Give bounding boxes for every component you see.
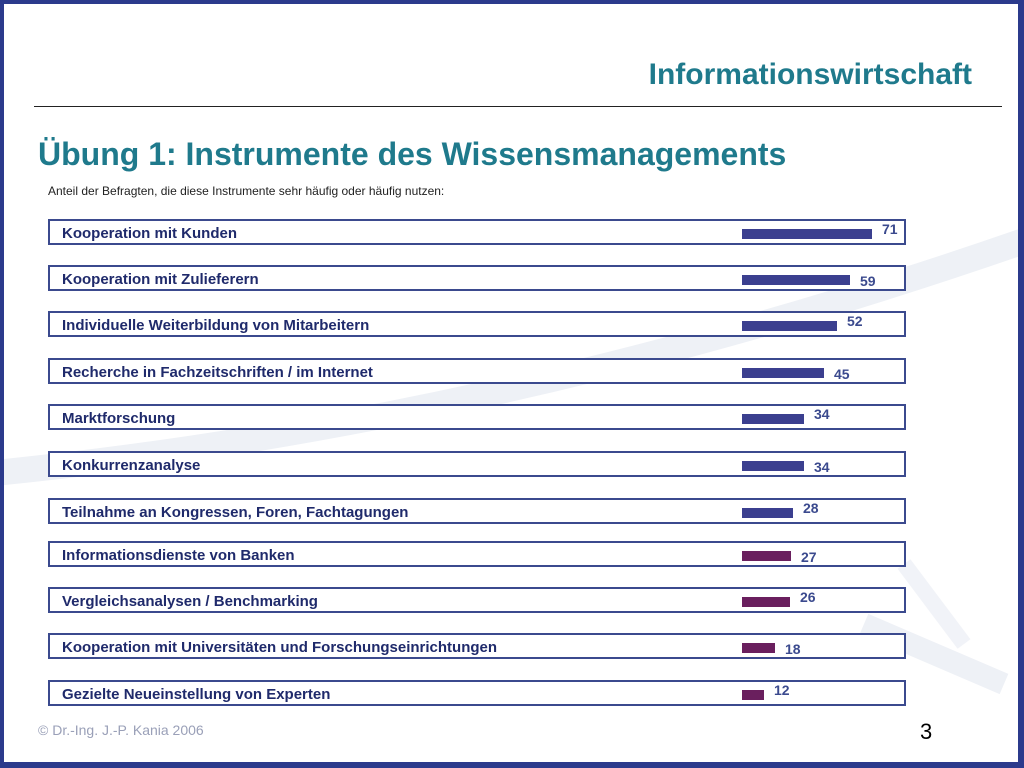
category-label: Informationsdienste von Banken [62, 547, 295, 564]
value-label: 26 [800, 589, 816, 605]
slide: Informationswirtschaft Übung 1: Instrume… [4, 4, 1018, 762]
category-label: Kooperation mit Zulieferern [62, 271, 259, 288]
chart-title: Anteil der Befragten, die diese Instrume… [48, 184, 445, 198]
page-number: 3 [920, 719, 933, 744]
category-label: Teilnahme an Kongressen, Foren, Fachtagu… [62, 504, 409, 521]
bar [742, 551, 791, 561]
category-label: Individuelle Weiterbildung von Mitarbeit… [62, 317, 370, 334]
category-label: Konkurrenzanalyse [62, 457, 201, 474]
chart-row: Kooperation mit Zulieferern 59 [48, 265, 906, 291]
value-label: 34 [814, 406, 830, 422]
category-label: Recherche in Fachzeitschriften / im Inte… [62, 364, 373, 381]
bar [742, 414, 804, 424]
chart-row: Marktforschung 34 [48, 404, 906, 430]
copyright-text: © Dr.-Ing. J.-P. Kania 2006 [38, 722, 204, 738]
value-label: 71 [882, 221, 898, 237]
bar [742, 275, 850, 285]
chart-row: Gezielte Neueinstellung von Experten 12 [48, 680, 906, 706]
value-label: 45 [834, 366, 850, 382]
category-label: Vergleichsanalysen / Benchmarking [62, 593, 318, 610]
slide-title: Übung 1: Instrumente des Wissensmanageme… [38, 136, 787, 172]
header-title: Informationswirtschaft [648, 58, 972, 91]
chart-row: Teilnahme an Kongressen, Foren, Fachtagu… [48, 498, 906, 524]
value-label: 34 [814, 459, 830, 475]
bar [742, 321, 837, 331]
chart-row: Kooperation mit Kunden 71 [48, 219, 906, 245]
bar [742, 643, 775, 653]
bar [742, 368, 824, 378]
value-label: 28 [803, 500, 819, 516]
bar [742, 690, 764, 700]
value-label: 18 [785, 641, 801, 657]
chart-row: Konkurrenzanalyse 34 [48, 451, 906, 477]
bar [742, 508, 793, 518]
bar [742, 461, 804, 471]
value-label: 12 [774, 682, 790, 698]
category-label: Kooperation mit Kunden [62, 225, 237, 242]
chart-row: Informationsdienste von Banken 27 [48, 541, 906, 567]
category-label: Kooperation mit Universitäten und Forsch… [62, 639, 498, 656]
category-label: Gezielte Neueinstellung von Experten [62, 686, 331, 703]
chart-row: Vergleichsanalysen / Benchmarking 26 [48, 587, 906, 613]
category-label: Marktforschung [62, 410, 176, 427]
chart-row: Individuelle Weiterbildung von Mitarbeit… [48, 311, 906, 337]
chart-row: Recherche in Fachzeitschriften / im Inte… [48, 358, 906, 384]
value-label: 52 [847, 313, 863, 329]
value-label: 59 [860, 273, 876, 289]
chart-row: Kooperation mit Universitäten und Forsch… [48, 633, 906, 659]
bar [742, 597, 790, 607]
value-label: 27 [801, 549, 817, 565]
bar [742, 229, 872, 239]
header-divider [34, 106, 1002, 107]
